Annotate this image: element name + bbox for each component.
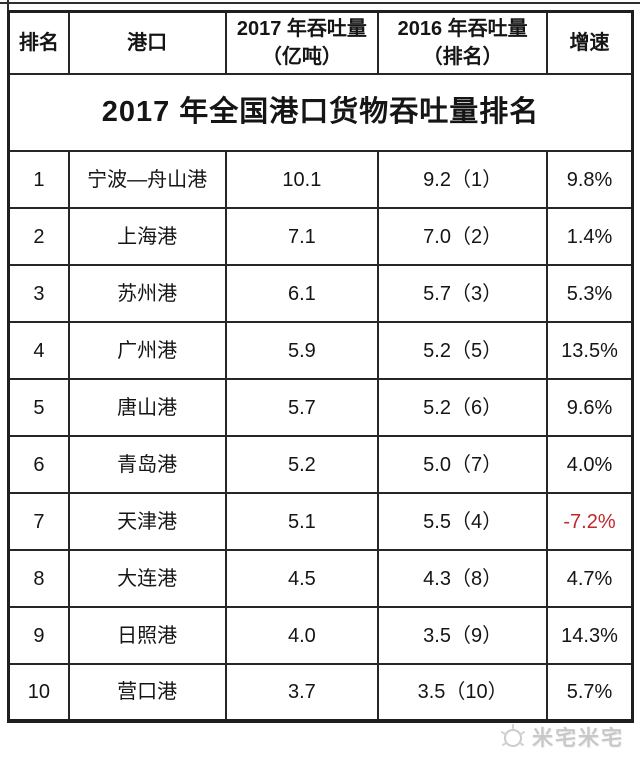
header-label: 2016 年吞吐量 [397, 18, 528, 40]
header-label: 增速 [569, 32, 610, 54]
throughput-2017-cell: 5.2 [224, 435, 380, 494]
throughput-2017-cell: 3.7 [224, 663, 380, 722]
port-name-cell: 上海港 [67, 207, 227, 266]
throughput-2016-cell: 7.0（2） [377, 207, 549, 266]
header-sublabel: （排名） [422, 46, 503, 68]
cropped-border-fragment [7, 0, 9, 10]
port-name-cell: 天津港 [67, 492, 227, 551]
growth-cell: 4.0% [546, 435, 634, 494]
throughput-2017-cell: 5.1 [224, 492, 380, 551]
throughput-2016-cell: 5.5（4） [377, 492, 549, 551]
rank-cell: 9 [7, 606, 70, 665]
table-row: 6 青岛港 5.2 5.0（7） 4.0% [7, 435, 634, 494]
growth-cell: 9.8% [546, 150, 634, 209]
rank-cell: 3 [7, 264, 70, 323]
rank-cell: 7 [7, 492, 70, 551]
throughput-2016-cell: 5.2（6） [377, 378, 549, 437]
rank-cell: 5 [7, 378, 70, 437]
port-name-cell: 唐山港 [67, 378, 227, 437]
rank-cell: 10 [7, 663, 70, 722]
growth-cell: 13.5% [546, 321, 634, 380]
table-row: 4 广州港 5.9 5.2（5） 13.5% [7, 321, 634, 380]
throughput-2016-cell: 4.3（8） [377, 549, 549, 608]
watermark-text: 米宅米宅 [532, 727, 624, 750]
port-name-cell: 宁波—舟山港 [67, 150, 227, 209]
port-throughput-ranking-table: 2017 年全国港口货物吞吐量排名 排名 港口 2017 年吞吐量 （亿吨） 2… [7, 10, 634, 723]
growth-cell: 14.3% [546, 606, 634, 665]
table-row: 8 大连港 4.5 4.3（8） 4.7% [7, 549, 634, 608]
throughput-2016-cell: 5.0（7） [377, 435, 549, 494]
rank-cell: 1 [7, 150, 70, 209]
rank-cell: 4 [7, 321, 70, 380]
table-row: 10 营口港 3.7 3.5（10） 5.7% [7, 663, 634, 722]
rank-cell: 8 [7, 549, 70, 608]
throughput-2017-cell: 5.9 [224, 321, 380, 380]
throughput-2017-cell: 6.1 [224, 264, 380, 323]
table-row: 1 宁波—舟山港 10.1 9.2（1） 9.8% [7, 150, 634, 209]
header-cell-rank: 排名 [7, 10, 70, 75]
port-name-cell: 广州港 [67, 321, 227, 380]
header-label: 排名 [18, 32, 59, 54]
header-label: 2017 年吞吐量 [236, 18, 367, 40]
header-label: 港口 [127, 32, 168, 54]
rank-cell: 2 [7, 207, 70, 266]
table-row: 5 唐山港 5.7 5.2（6） 9.6% [7, 378, 634, 437]
throughput-2016-cell: 5.7（3） [377, 264, 549, 323]
table-row: 2 上海港 7.1 7.0（2） 1.4% [7, 207, 634, 266]
port-name-cell: 青岛港 [67, 435, 227, 494]
throughput-2017-cell: 5.7 [224, 378, 380, 437]
growth-cell: 5.7% [546, 663, 634, 722]
growth-cell: 5.3% [546, 264, 634, 323]
cropped-top-border-line [0, 2, 640, 4]
header-cell-throughput-2016: 2016 年吞吐量 （排名） [377, 10, 549, 75]
growth-cell: 4.7% [546, 549, 634, 608]
throughput-2017-cell: 7.1 [224, 207, 380, 266]
growth-cell: 9.6% [546, 378, 634, 437]
growth-cell: -7.2% [546, 492, 634, 551]
throughput-2017-cell: 4.5 [224, 549, 380, 608]
header-cell-throughput-2017: 2017 年吞吐量 （亿吨） [224, 10, 380, 75]
throughput-2016-cell: 5.2（5） [377, 321, 549, 380]
port-name-cell: 营口港 [67, 663, 227, 722]
table-body: 1 宁波—舟山港 10.1 9.2（1） 9.8% 2 上海港 7.1 7.0（… [7, 150, 634, 722]
port-name-cell: 日照港 [67, 606, 227, 665]
table-header: 排名 港口 2017 年吞吐量 （亿吨） 2016 年吞吐量 （排名） 增速 [7, 10, 634, 75]
port-name-cell: 苏州港 [67, 264, 227, 323]
header-sublabel: （亿吨） [261, 46, 342, 68]
table-row: 9 日照港 4.0 3.5（9） 14.3% [7, 606, 634, 665]
table-title-section: 2017 年全国港口货物吞吐量排名 [7, 73, 634, 152]
header-row: 排名 港口 2017 年吞吐量 （亿吨） 2016 年吞吐量 （排名） 增速 [7, 10, 634, 75]
throughput-2016-cell: 3.5（9） [377, 606, 549, 665]
header-cell-port: 港口 [67, 10, 227, 75]
throughput-2016-cell: 3.5（10） [377, 663, 549, 722]
sun-circle-logo-icon [501, 724, 525, 747]
growth-cell: 1.4% [546, 207, 634, 266]
table-row: 3 苏州港 6.1 5.7（3） 5.3% [7, 264, 634, 323]
port-name-cell: 大连港 [67, 549, 227, 608]
throughput-2017-cell: 4.0 [224, 606, 380, 665]
rank-cell: 6 [7, 435, 70, 494]
header-cell-growth: 增速 [546, 10, 634, 75]
throughput-2017-cell: 10.1 [224, 150, 380, 209]
throughput-2016-cell: 9.2（1） [377, 150, 549, 209]
title-row: 2017 年全国港口货物吞吐量排名 [7, 73, 634, 152]
table-title: 2017 年全国港口货物吞吐量排名 [7, 73, 634, 152]
table-row: 7 天津港 5.1 5.5（4） -7.2% [7, 492, 634, 551]
